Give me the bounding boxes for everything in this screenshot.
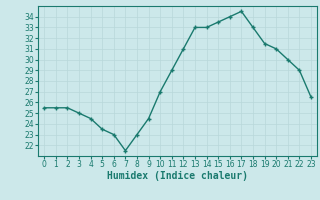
X-axis label: Humidex (Indice chaleur): Humidex (Indice chaleur) [107,171,248,181]
